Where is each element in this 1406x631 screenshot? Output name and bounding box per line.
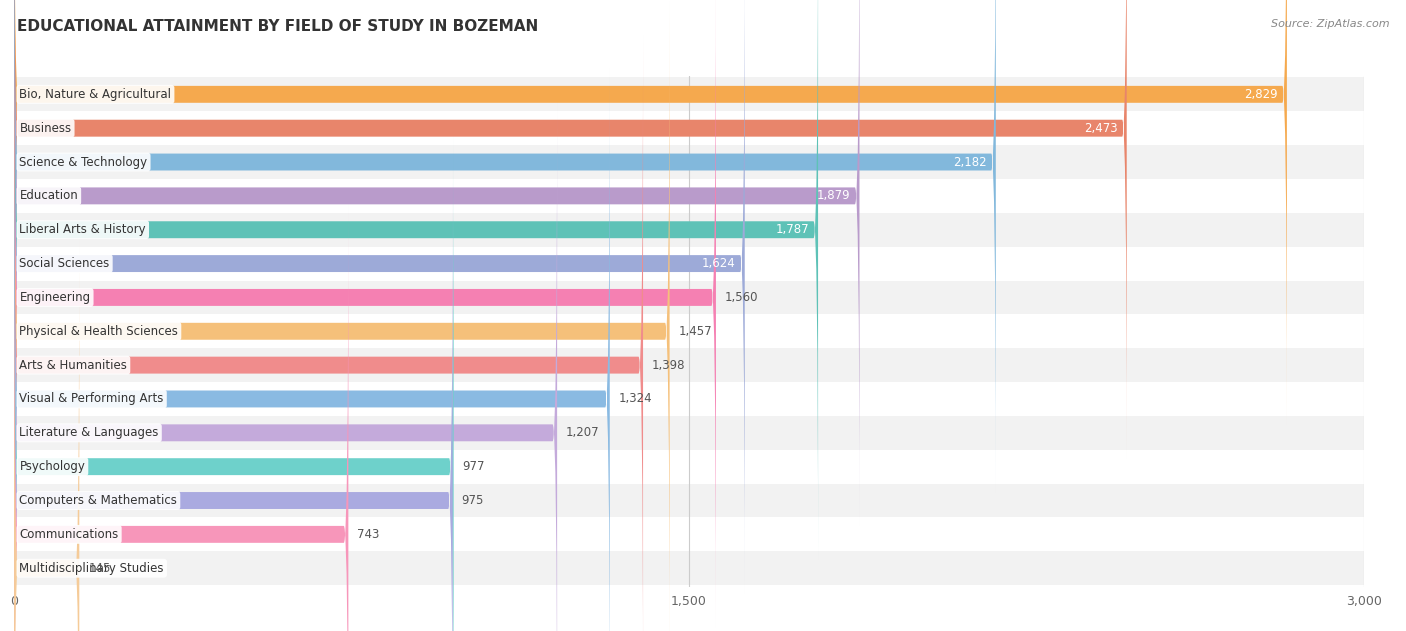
Text: 1,624: 1,624 [702,257,735,270]
FancyBboxPatch shape [0,314,1386,348]
Text: Social Sciences: Social Sciences [20,257,110,270]
FancyBboxPatch shape [14,137,454,631]
Text: Visual & Performing Arts: Visual & Performing Arts [20,392,165,406]
Text: Physical & Health Sciences: Physical & Health Sciences [20,325,179,338]
Text: 743: 743 [357,528,380,541]
Text: 1,787: 1,787 [776,223,808,236]
Text: Source: ZipAtlas.com: Source: ZipAtlas.com [1271,19,1389,29]
Text: Arts & Humanities: Arts & Humanities [20,358,128,372]
FancyBboxPatch shape [14,238,79,631]
FancyBboxPatch shape [0,179,1386,213]
FancyBboxPatch shape [0,247,1386,281]
Text: 145: 145 [89,562,111,575]
FancyBboxPatch shape [14,0,745,594]
Text: Business: Business [20,122,72,134]
FancyBboxPatch shape [14,103,557,631]
Text: 1,560: 1,560 [725,291,758,304]
FancyBboxPatch shape [0,450,1386,483]
FancyBboxPatch shape [0,145,1386,179]
Text: 975: 975 [461,494,484,507]
Text: Literature & Languages: Literature & Languages [20,427,159,439]
Text: 1,324: 1,324 [619,392,652,406]
FancyBboxPatch shape [14,0,1126,458]
FancyBboxPatch shape [0,517,1386,551]
Text: Bio, Nature & Agricultural: Bio, Nature & Agricultural [20,88,172,101]
Text: 1,457: 1,457 [679,325,713,338]
Text: Liberal Arts & History: Liberal Arts & History [20,223,146,236]
FancyBboxPatch shape [0,416,1386,450]
FancyBboxPatch shape [0,281,1386,314]
Text: 1,879: 1,879 [817,189,851,203]
FancyBboxPatch shape [0,111,1386,145]
FancyBboxPatch shape [0,348,1386,382]
FancyBboxPatch shape [0,483,1386,517]
Text: Psychology: Psychology [20,460,86,473]
FancyBboxPatch shape [14,0,1286,425]
Text: Science & Technology: Science & Technology [20,155,148,168]
FancyBboxPatch shape [14,0,818,560]
Text: 2,829: 2,829 [1244,88,1278,101]
FancyBboxPatch shape [0,382,1386,416]
FancyBboxPatch shape [14,1,669,631]
FancyBboxPatch shape [14,35,643,631]
Text: 2,473: 2,473 [1084,122,1118,134]
FancyBboxPatch shape [0,551,1386,585]
Text: 977: 977 [463,460,485,473]
FancyBboxPatch shape [0,213,1386,247]
FancyBboxPatch shape [14,0,995,492]
FancyBboxPatch shape [14,170,453,631]
FancyBboxPatch shape [14,69,610,631]
Text: 1,207: 1,207 [567,427,600,439]
FancyBboxPatch shape [14,204,349,631]
FancyBboxPatch shape [0,78,1386,111]
Text: Multidisciplinary Studies: Multidisciplinary Studies [20,562,165,575]
Text: Engineering: Engineering [20,291,90,304]
Text: Computers & Mathematics: Computers & Mathematics [20,494,177,507]
FancyBboxPatch shape [14,0,716,627]
Text: 1,398: 1,398 [652,358,686,372]
FancyBboxPatch shape [14,0,859,526]
Text: Education: Education [20,189,79,203]
Text: EDUCATIONAL ATTAINMENT BY FIELD OF STUDY IN BOZEMAN: EDUCATIONAL ATTAINMENT BY FIELD OF STUDY… [17,19,538,34]
Text: 2,182: 2,182 [953,155,987,168]
Text: Communications: Communications [20,528,118,541]
